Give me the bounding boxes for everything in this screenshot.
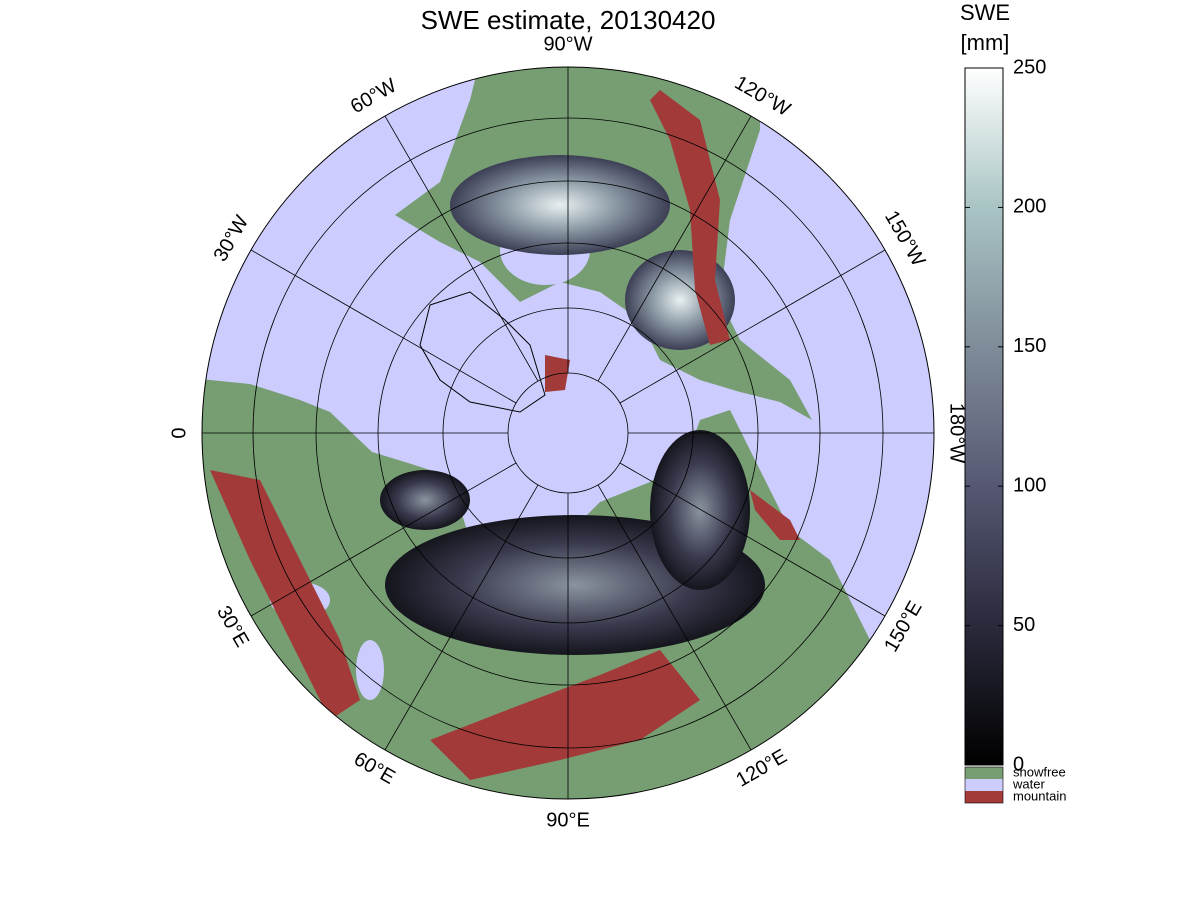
mountain-kamchatka <box>750 490 800 540</box>
legend-label: mountain <box>1013 788 1066 803</box>
meridian-line <box>597 484 752 751</box>
meridian-label: 90°W <box>543 33 592 55</box>
colorbar: SWE [mm] 0 50 100 150 200 250 snowfreewatermount… <box>960 0 1067 803</box>
colorbar-tick-label: 100 <box>1013 474 1046 496</box>
caspian-sea <box>356 640 384 700</box>
colorbar-tick-label: 50 <box>1013 614 1035 636</box>
meridian-line <box>250 249 517 404</box>
mountain-asia <box>430 650 700 780</box>
meridian-label: 90°E <box>546 809 590 831</box>
mountain-rockies <box>650 90 730 345</box>
colorbar-tick-label: 150 <box>1013 335 1046 357</box>
legend-label: snowfree <box>1013 764 1066 779</box>
legend-swatch <box>965 779 1003 791</box>
meridian-label: 0 <box>168 427 190 438</box>
meridian-line <box>619 249 886 404</box>
colorbar-title: SWE <box>960 0 1010 25</box>
colorbar-tick-label: 200 <box>1013 196 1046 218</box>
mountain-greenland-east <box>545 355 570 392</box>
legend-frame <box>964 766 1004 804</box>
meridian-line <box>384 115 539 382</box>
meridian-line <box>619 462 886 617</box>
graticule <box>202 67 934 799</box>
greenland <box>419 291 546 413</box>
colorbar-title: [mm] <box>961 30 1010 55</box>
snow-scandinavia <box>380 470 470 530</box>
map-disk <box>202 67 934 799</box>
map-frame <box>201 66 935 800</box>
legend-swatch <box>965 791 1003 803</box>
meridian-line <box>597 115 752 382</box>
colorbar-tick-label: 0 <box>1013 753 1024 775</box>
meridian-label: 180°W <box>946 403 968 463</box>
colorbar-tick-label: 250 <box>1013 56 1046 78</box>
legend-swatch <box>965 767 1003 779</box>
snow-siberia-east <box>650 430 750 590</box>
meridian-line <box>250 462 517 617</box>
snow-canada <box>450 155 670 255</box>
colorbar-ramp <box>964 67 1004 766</box>
meridian-line <box>384 484 539 751</box>
map-title: SWE estimate, 20130420 <box>421 5 716 35</box>
mountain-europe <box>210 470 360 720</box>
legend-label: water <box>1012 776 1045 791</box>
